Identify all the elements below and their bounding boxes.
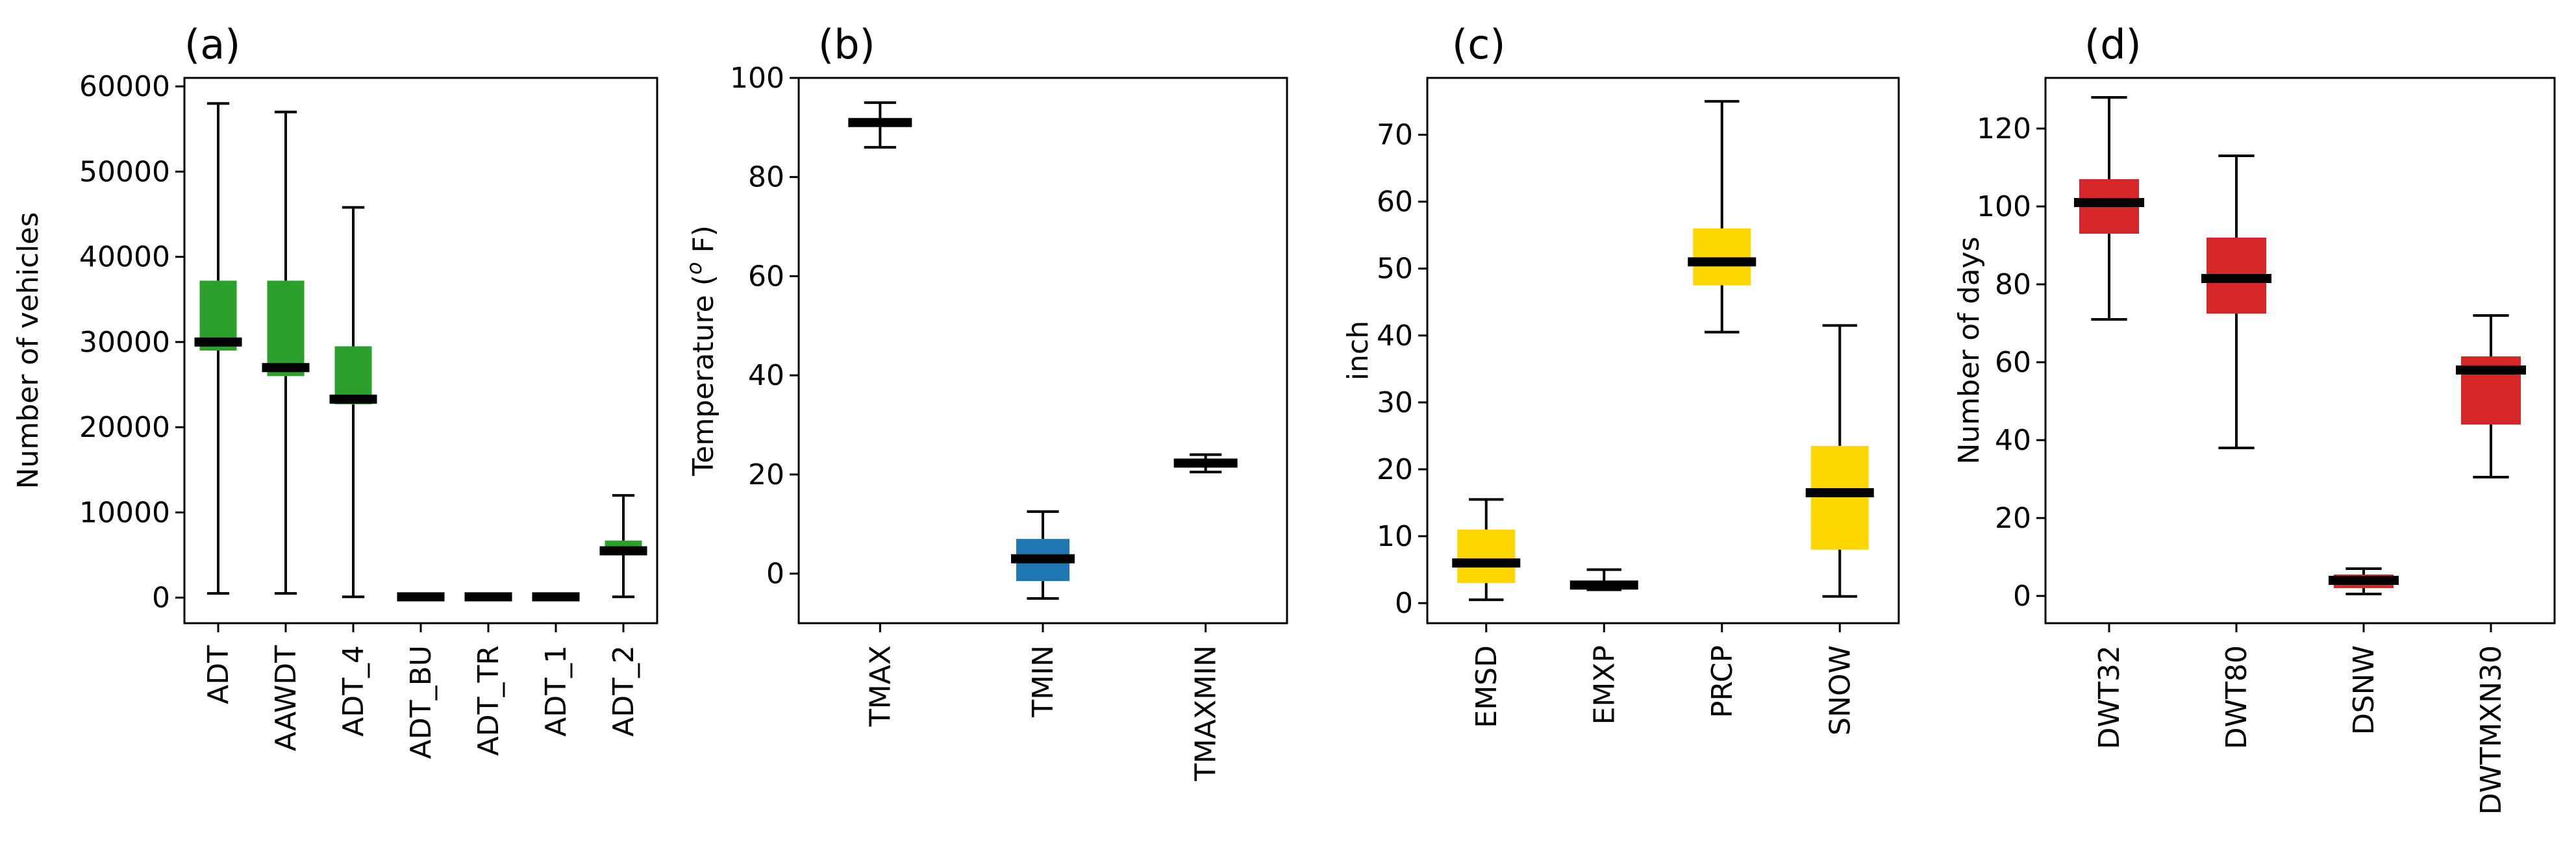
box-DWTMXN30 xyxy=(2456,314,2526,478)
y-tick-label: 60 xyxy=(748,260,784,293)
x-tick-label-DSNW: DSNW xyxy=(2347,645,2381,735)
y-axis-label-a: Number of vehicles xyxy=(12,212,45,489)
plot-frame-c xyxy=(1426,77,1900,624)
x-tick-label-TMIN: TMIN xyxy=(1027,645,1060,718)
x-tick-label-ADT: ADT xyxy=(202,645,235,704)
y-tick-label: 120 xyxy=(1977,112,2031,145)
panel-b: (b) Temperature (o F) 0 20 40 60 80 100 TMAX TMIN… xyxy=(682,21,1288,782)
y-tick-label: 40 xyxy=(748,359,784,392)
x-tick-label-ADT_TR: ADT_TR xyxy=(472,645,505,756)
box-DSNW xyxy=(2329,567,2399,595)
x-tick-label-ADT_4: ADT_4 xyxy=(337,645,370,737)
y-tick-label: 100 xyxy=(730,62,784,95)
x-tick-label-EMXP: EMXP xyxy=(1588,645,1621,724)
x-tick-label-AAWDT: AAWDT xyxy=(269,645,303,751)
x-tick-label-SNOW: SNOW xyxy=(1823,645,1857,736)
y-tick-label: 30000 xyxy=(79,326,170,359)
y-tick-label: 0 xyxy=(152,582,170,615)
y-tick-label: 20 xyxy=(1377,453,1413,486)
y-axis-label-d: Number of days xyxy=(1953,237,1986,465)
y-tick-label: 60 xyxy=(1995,346,2031,379)
y-tick-label: 0 xyxy=(2013,580,2031,613)
x-tick-label-ADT_2: ADT_2 xyxy=(607,645,640,737)
panel-title-d: (d) xyxy=(2084,21,2142,68)
y-tick-label: 10 xyxy=(1377,520,1413,553)
y-tick-label: 60000 xyxy=(79,70,170,103)
plot-frame-a xyxy=(183,77,658,624)
x-tick-label-EMSD: EMSD xyxy=(1470,645,1503,728)
x-tick-label-DWTMXN30: DWTMXN30 xyxy=(2475,645,2508,815)
y-tick-label: 100 xyxy=(1977,190,2031,223)
y-tick-label: 60 xyxy=(1377,186,1413,219)
panel-title-c: (c) xyxy=(1452,21,1505,68)
box-body xyxy=(1457,529,1516,584)
y-tick-label: 50 xyxy=(1377,253,1413,286)
x-tick-label-DWT32: DWT32 xyxy=(2093,645,2126,749)
box-EMXP xyxy=(1569,568,1638,591)
plot-frame-d xyxy=(2044,77,2556,624)
y-tick-label: 40 xyxy=(1995,424,2031,457)
y-tick-label: 0 xyxy=(766,558,784,591)
x-tick-label-DWT80: DWT80 xyxy=(2220,645,2253,749)
box-DWT32 xyxy=(2074,96,2144,321)
y-tick-label: 80 xyxy=(748,161,784,194)
box-ADT_1 xyxy=(532,592,580,602)
box-TMIN xyxy=(1011,510,1075,600)
box-body xyxy=(267,280,305,377)
y-tick-label: 50000 xyxy=(79,155,170,188)
box-body xyxy=(1693,228,1751,286)
x-tick-label-ADT_1: ADT_1 xyxy=(540,645,573,737)
x-tick-label-PRCP: PRCP xyxy=(1706,645,1739,718)
panel-title-a: (a) xyxy=(184,21,240,68)
y-axis-label-c: inch xyxy=(1342,321,1375,380)
y-tick-label: 80 xyxy=(1995,268,2031,301)
panel-c: (c) inch 0 10 20 30 40 50 60 70 EMSD EMXP PRCP SNOW xyxy=(1342,21,1900,736)
box-ADT_4 xyxy=(329,206,377,599)
x-tick-label-TMAX: TMAX xyxy=(864,645,897,727)
panel-d: (d) Number of days 0 20 40 60 80 100 120 DWT32 DWT… xyxy=(1953,21,2556,815)
box-ADT_TR xyxy=(464,592,512,602)
box-ADT xyxy=(194,102,242,595)
box-body xyxy=(1810,445,1869,550)
y-axis-label-b: Temperature (o F) xyxy=(682,225,720,476)
box-EMSD xyxy=(1452,498,1521,601)
box-TMAX xyxy=(848,101,912,149)
box-PRCP xyxy=(1688,100,1757,334)
panel-title-b: (b) xyxy=(818,21,875,68)
box-ADT_2 xyxy=(599,494,647,599)
box-TMAXMIN xyxy=(1173,453,1238,474)
y-tick-label: 20000 xyxy=(79,411,170,444)
y-tick-label: 10000 xyxy=(79,496,170,529)
y-tick-label: 0 xyxy=(1395,587,1413,620)
box-SNOW xyxy=(1805,324,1874,598)
plot-frame-b xyxy=(797,77,1288,624)
y-tick-label: 70 xyxy=(1377,119,1413,152)
y-tick-label: 40 xyxy=(1377,319,1413,352)
box-ADT_BU xyxy=(397,592,445,602)
panel-a: (a) Number of vehicles 0 10000 20000 30000 400… xyxy=(12,21,658,759)
x-tick-label-TMAXMIN: TMAXMIN xyxy=(1190,645,1223,782)
y-tick-label: 40000 xyxy=(79,241,170,274)
x-tick-label-ADT_BU: ADT_BU xyxy=(405,645,438,759)
box-AAWDT xyxy=(262,110,310,595)
y-tick-label: 20 xyxy=(1995,502,2031,535)
y-tick-label: 20 xyxy=(748,458,784,491)
y-tick-label: 30 xyxy=(1377,386,1413,419)
box-DWT80 xyxy=(2201,155,2271,449)
